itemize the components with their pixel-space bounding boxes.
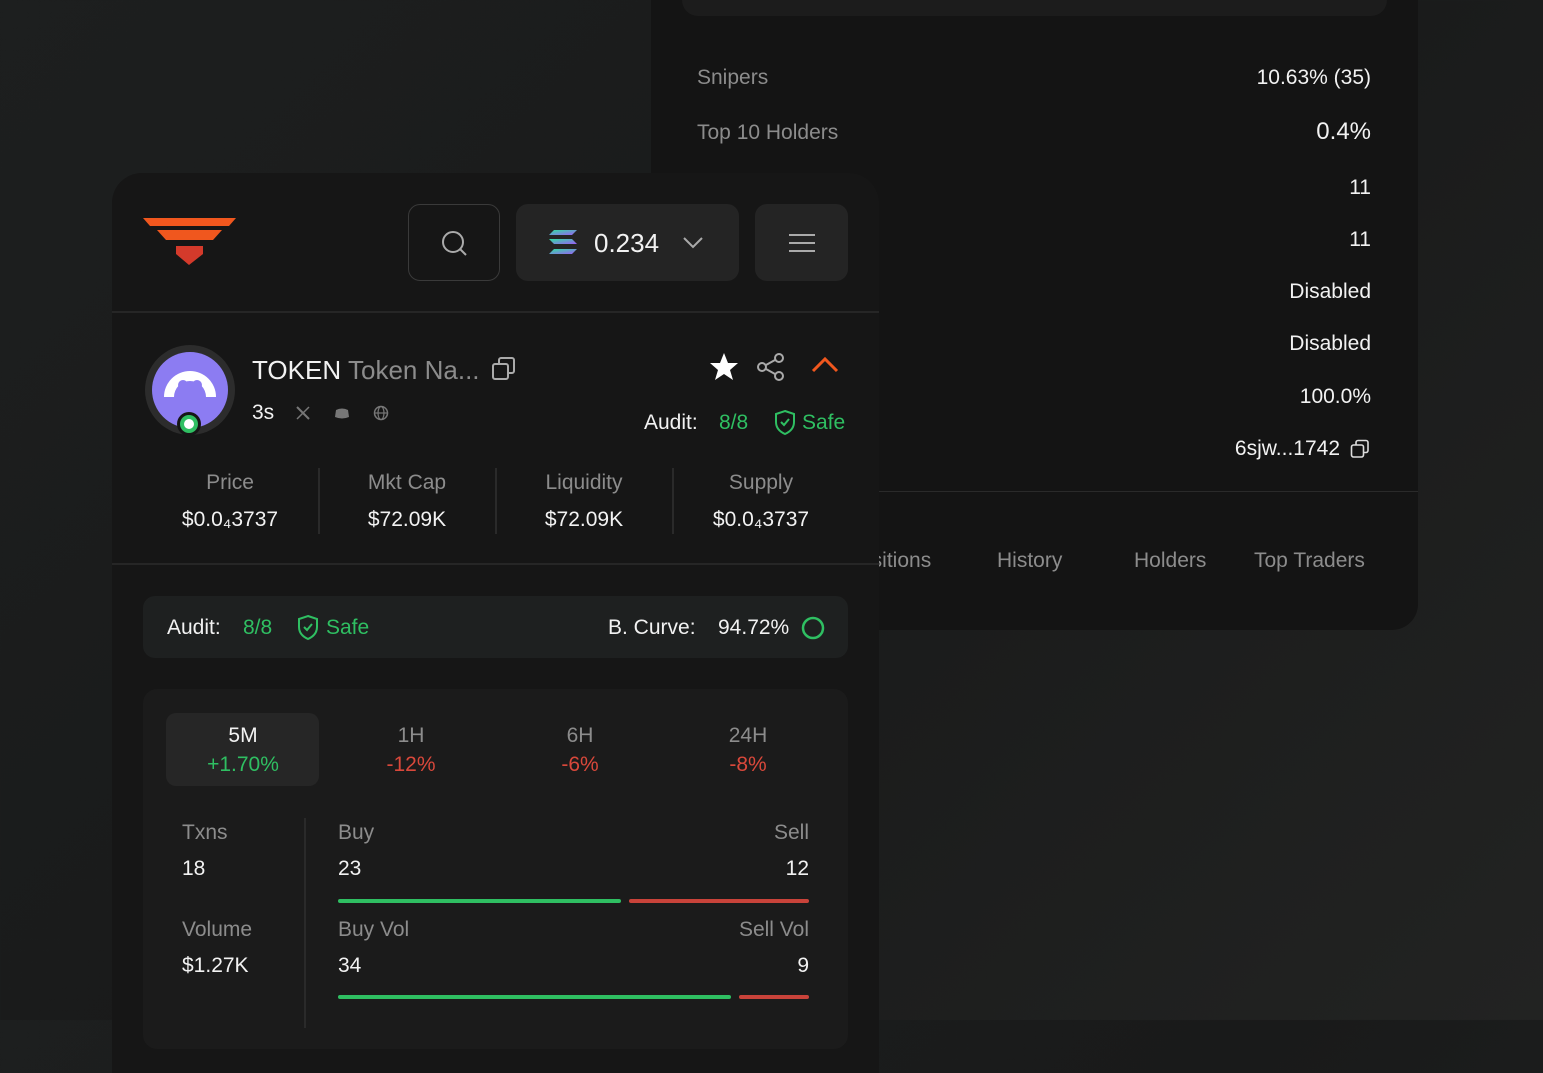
search-button[interactable] <box>408 204 500 281</box>
shield-icon <box>298 614 318 641</box>
row-label: Top 10 Holders <box>697 121 839 144</box>
chevron-down <box>683 237 703 249</box>
buy-value: 23 <box>338 857 362 880</box>
volume-value: $1.27K <box>182 954 249 977</box>
stat-divider <box>672 468 674 534</box>
tab[interactable]: Holders <box>1134 549 1207 572</box>
globe-icon[interactable] <box>373 405 389 421</box>
shield-icon <box>775 409 795 436</box>
stat-value: $0.0₄3737 <box>181 508 279 531</box>
stat-label: Supply <box>728 471 794 494</box>
token-avatar <box>145 345 235 436</box>
buy-label: Buy <box>338 821 375 844</box>
row-value: 10.63% (35) <box>1256 66 1371 89</box>
timeframe-change: -6% <box>561 753 599 776</box>
solana-icon <box>549 230 577 254</box>
copy-icon[interactable] <box>492 357 516 381</box>
stat-value: $72.09K <box>367 508 447 531</box>
divider <box>112 311 879 313</box>
sell-vol-bar <box>739 995 809 999</box>
curve-value: 94.72% <box>718 616 790 639</box>
audit-score: 8/8 <box>719 411 749 434</box>
x-icon[interactable] <box>296 406 310 420</box>
buy-vol-value: 34 <box>338 954 362 977</box>
column-divider <box>304 818 306 1028</box>
timeframe-change: -8% <box>729 753 767 776</box>
sell-bar <box>629 899 809 903</box>
row-value: 100.0% <box>1299 385 1371 408</box>
sell-vol-value: 9 <box>797 954 809 977</box>
discord-icon[interactable] <box>333 407 351 419</box>
stat-label: Price <box>206 471 254 494</box>
audit-status: Safe <box>326 616 370 639</box>
row-value: Disabled <box>1289 280 1371 303</box>
copy-icon[interactable] <box>1350 439 1369 458</box>
buy-vol-label: Buy Vol <box>338 918 410 941</box>
row-value: Disabled <box>1289 332 1371 355</box>
collapse-button[interactable] <box>811 356 839 373</box>
balance: 0.234 <box>594 228 660 258</box>
audit-label: Audit: <box>167 616 221 639</box>
audit-score: 8/8 <box>243 616 273 639</box>
tab[interactable]: Top Traders <box>1254 549 1365 572</box>
token-name: Token Na... <box>348 355 480 385</box>
timeframe-change: +1.70% <box>207 753 279 776</box>
txns-label: Txns <box>182 821 228 844</box>
audit-bar <box>143 596 848 658</box>
share-button[interactable] <box>757 353 785 381</box>
back-top-box <box>682 0 1387 16</box>
sell-label: Sell <box>773 821 809 844</box>
stat-value: $0.0₄3737 <box>712 508 810 531</box>
stat-label: Liquidity <box>545 471 623 494</box>
row-value: 11 <box>1349 176 1371 199</box>
tab[interactable]: History <box>997 549 1063 572</box>
audit-status: Safe <box>802 411 846 434</box>
row-value: 11 <box>1349 228 1371 251</box>
buy-bar <box>338 899 621 903</box>
row-label: Snipers <box>697 66 769 89</box>
timeframe-change: -12% <box>386 753 436 776</box>
divider <box>112 563 879 565</box>
divider <box>651 491 1418 492</box>
row-value: 6sjw...1742 <box>1234 437 1340 460</box>
timeframe-label[interactable]: 24H <box>728 724 768 747</box>
buy-vol-bar <box>338 995 731 999</box>
txns-value: 18 <box>182 857 206 880</box>
curve-label: B. Curve: <box>608 616 696 639</box>
stat-divider <box>495 468 497 534</box>
menu-icon <box>789 234 815 252</box>
star-button[interactable] <box>709 352 739 382</box>
stat-value: $72.09K <box>544 508 624 531</box>
stat-divider <box>318 468 320 534</box>
row-value: 0.4% <box>1316 118 1371 145</box>
timeframe-selected[interactable] <box>166 713 319 786</box>
token-age: 3s <box>252 401 275 424</box>
timeframe-label[interactable]: 5M <box>228 724 258 747</box>
sell-value: 12 <box>785 857 809 880</box>
curve-ring <box>801 616 825 640</box>
search-icon <box>442 231 467 256</box>
sell-vol-label: Sell Vol <box>738 918 809 941</box>
stat-label: Mkt Cap <box>367 471 447 494</box>
volume-label: Volume <box>182 918 253 941</box>
timeframe-label[interactable]: 1H <box>397 724 425 747</box>
audit-label: Audit: <box>644 411 698 434</box>
logo <box>143 218 236 265</box>
token-symbol: TOKEN <box>252 355 342 385</box>
timeframe-label[interactable]: 6H <box>566 724 594 747</box>
